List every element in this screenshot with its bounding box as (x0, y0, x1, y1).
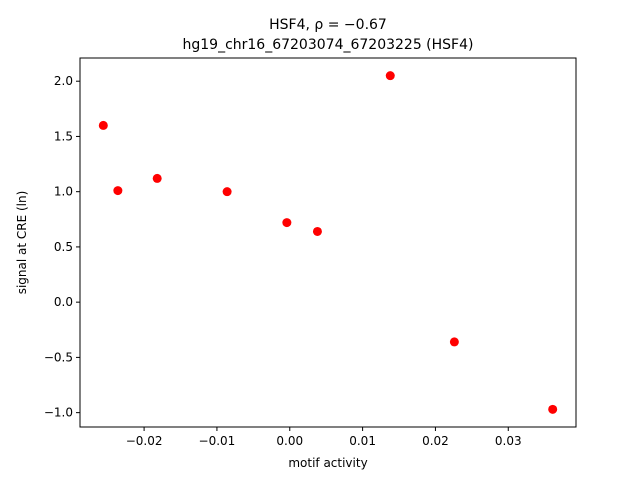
y-tick-label: −0.5 (44, 350, 73, 364)
chart-title: HSF4, ρ = −0.67 hg19_chr16_67203074_6720… (183, 17, 474, 53)
data-point-4 (222, 187, 232, 197)
y-tick-label: 0.0 (54, 295, 73, 309)
y-tick-label: 1.5 (54, 129, 73, 143)
data-point-8 (449, 337, 459, 347)
x-tick-label: 0.02 (422, 434, 449, 448)
data-point-1 (98, 120, 108, 130)
y-tick-label: 2.0 (54, 74, 73, 88)
data-point-5 (282, 218, 292, 228)
data-point-3 (152, 173, 162, 183)
data-point-2 (113, 186, 123, 196)
data-point-7 (385, 71, 395, 81)
x-tick-label: 0.03 (495, 434, 522, 448)
chart-title-line-2: hg19_chr16_67203074_67203225 (HSF4) (183, 37, 474, 53)
y-axis-label: signal at CRE (ln) (15, 191, 29, 295)
y-tick-label: 0.5 (54, 240, 73, 254)
x-tick-label: −0.02 (126, 434, 163, 448)
y-tick-label: 1.0 (54, 185, 73, 199)
y-tick-label: −1.0 (44, 406, 73, 420)
data-point-9 (548, 404, 558, 414)
x-axis-label: motif activity (288, 456, 367, 470)
data-points (98, 71, 558, 414)
x-axis-ticks: −0.02 −0.01 0.00 0.01 0.02 0.03 (126, 427, 522, 448)
plot-frame (79, 57, 577, 428)
x-tick-label: −0.01 (199, 434, 236, 448)
y-axis-ticks: −1.0 −0.5 0.0 0.5 1.0 1.5 2.0 (44, 74, 80, 420)
x-tick-label: 0.01 (349, 434, 376, 448)
chart-title-line-1: HSF4, ρ = −0.67 (269, 17, 387, 33)
x-tick-label: 0.00 (276, 434, 303, 448)
data-point-6 (312, 226, 322, 236)
